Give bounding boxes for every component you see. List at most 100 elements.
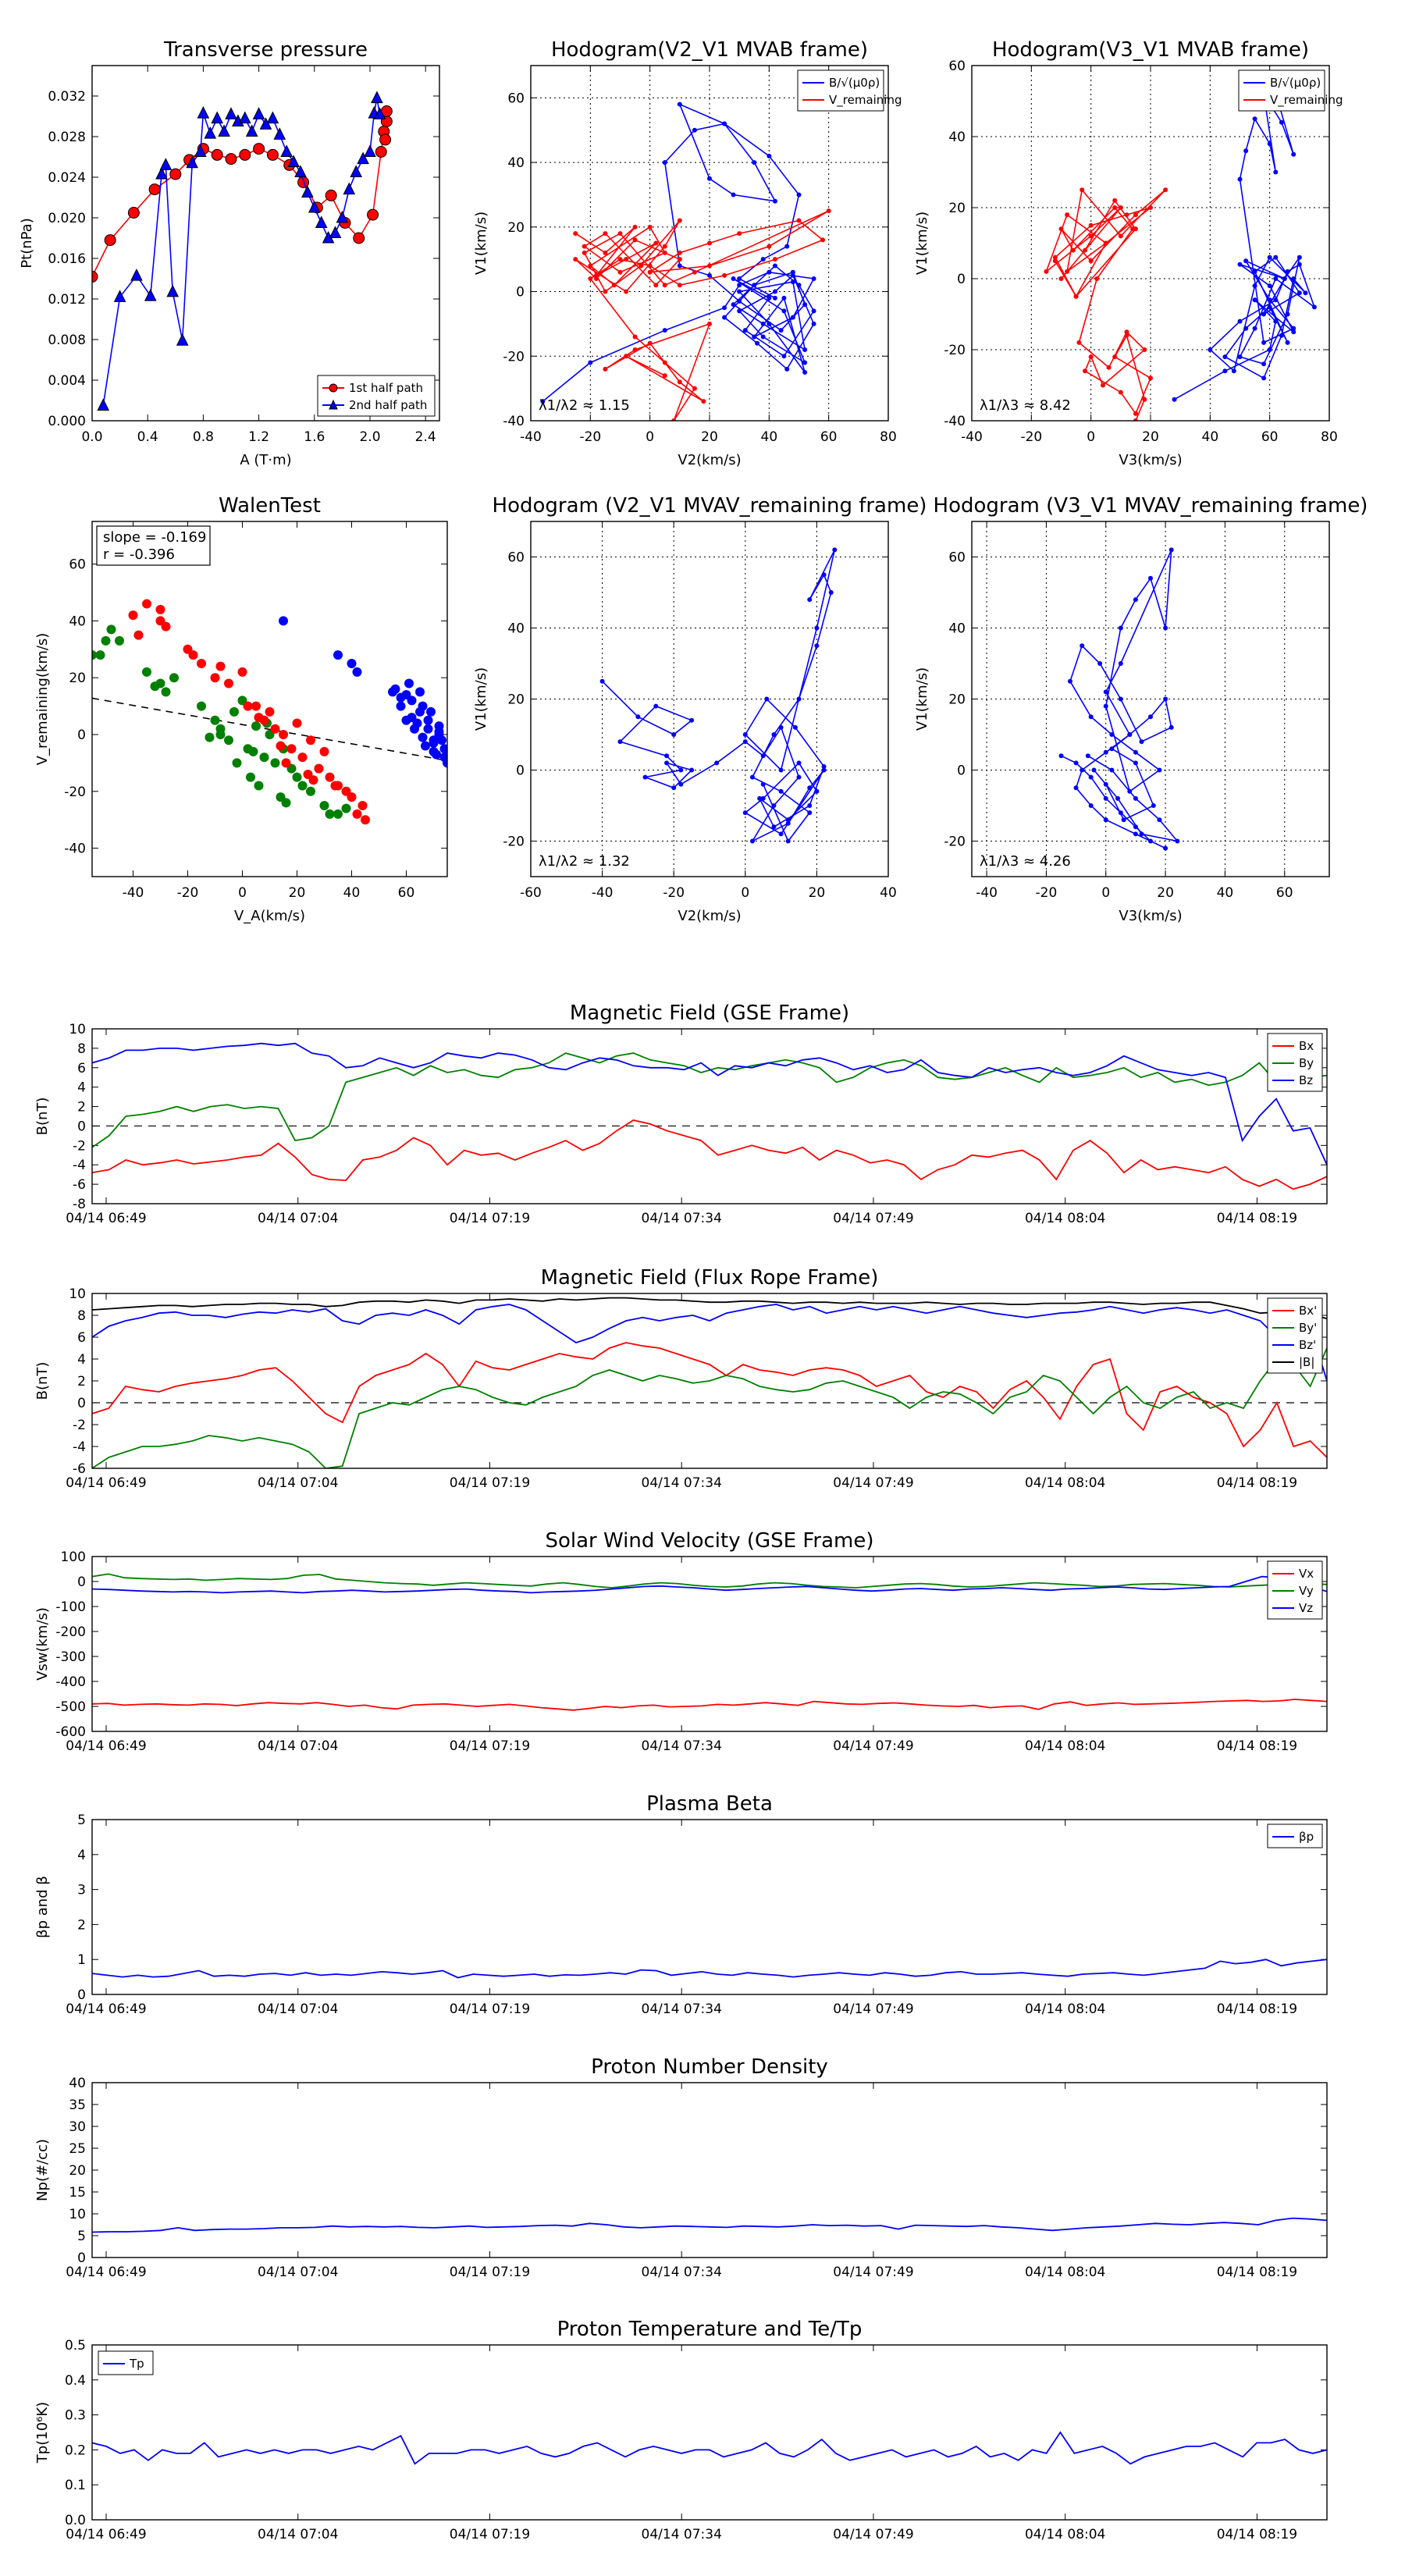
- x-tick-label: 60: [398, 885, 415, 901]
- data-point: [647, 263, 653, 269]
- data-point: [423, 724, 433, 734]
- series-b-0--line: [1174, 71, 1316, 400]
- legend-label: |B|: [1299, 1355, 1314, 1369]
- data-point: [1148, 575, 1153, 581]
- x-tick-label: 0: [646, 429, 654, 445]
- axes-frame: [91, 521, 448, 877]
- data-point: [757, 795, 763, 801]
- y-tick-label: 5: [77, 1813, 86, 1828]
- y-tick-label: 40: [507, 621, 525, 637]
- y-tick-label: -4: [73, 1439, 86, 1455]
- y-axis-label: V1(km/s): [473, 667, 489, 731]
- series--p-line: [92, 1959, 1327, 1979]
- y-tick-label: 60: [507, 91, 525, 106]
- x-tick-label: 60: [1276, 885, 1293, 901]
- y-tick-label: 0.008: [48, 333, 86, 348]
- data-point: [588, 263, 593, 269]
- x-tick-label: 04/14 07:49: [833, 1738, 913, 1754]
- data-point: [367, 208, 379, 221]
- data-point: [1067, 678, 1072, 684]
- plot-area: [92, 91, 393, 411]
- legend: Bx' By' Bz' |B|: [1267, 1297, 1323, 1374]
- data-point: [1163, 845, 1168, 851]
- legend-label: Tp: [129, 2357, 144, 2371]
- axes-frame: [91, 1819, 1328, 1995]
- legend-label: 1st half path: [349, 381, 423, 395]
- data-point: [197, 659, 206, 668]
- data-point: [821, 572, 827, 578]
- x-tick-label: 04/14 07:49: [833, 2265, 913, 2280]
- legend-marker: [329, 383, 338, 393]
- data-point: [662, 160, 667, 165]
- data-point: [821, 763, 827, 769]
- data-point: [197, 701, 206, 711]
- data-point: [1231, 368, 1236, 374]
- x-tick-label: -40: [123, 885, 144, 901]
- chart-bfr: Magnetic Field (Flux Rope Frame) -6 -4 -2 0 2…: [34, 1266, 1328, 1491]
- data-point: [1112, 354, 1118, 360]
- chart-title: Proton Temperature and Te/Tp: [557, 2318, 863, 2341]
- data-point: [785, 820, 791, 826]
- chart-title: Solar Wind Velocity (GSE Frame): [545, 1529, 873, 1553]
- legend: 1st half path 2nd half path: [317, 375, 436, 417]
- data-point: [229, 706, 239, 717]
- data-point: [760, 257, 766, 262]
- data-point: [92, 270, 98, 283]
- data-point: [802, 302, 808, 308]
- data-point: [760, 753, 766, 759]
- x-tick-label: -20: [1036, 885, 1058, 901]
- y-tick-label: 60: [69, 557, 86, 573]
- data-point: [437, 735, 446, 745]
- data-point: [1058, 276, 1064, 281]
- data-point: [1163, 625, 1168, 631]
- data-point: [215, 661, 226, 671]
- series-bx--line: [92, 1342, 1327, 1458]
- data-point: [767, 153, 772, 158]
- y-tick-label: 0.1: [65, 2478, 86, 2493]
- data-point: [210, 673, 220, 683]
- data-point: [707, 272, 712, 278]
- data-point: [1261, 311, 1267, 317]
- data-point: [677, 250, 682, 255]
- data-point: [211, 111, 224, 124]
- data-point: [1252, 326, 1257, 331]
- y-tick-label: 0: [957, 272, 966, 287]
- x-tick-label: 40: [761, 429, 778, 445]
- legend-label: By: [1299, 1056, 1314, 1070]
- data-point: [95, 650, 105, 660]
- data-point: [259, 753, 269, 763]
- x-tick-label: 04/14 07:04: [258, 2527, 338, 2542]
- data-point: [1168, 724, 1174, 730]
- data-point: [811, 321, 816, 326]
- data-point: [379, 133, 392, 146]
- data-point: [1139, 739, 1144, 745]
- data-point: [115, 635, 124, 646]
- data-point: [653, 283, 659, 288]
- data-point: [273, 127, 286, 140]
- data-point: [1088, 222, 1094, 228]
- x-tick-label: 04/14 07:34: [642, 2265, 722, 2280]
- data-point: [224, 678, 233, 688]
- data-point: [677, 263, 682, 269]
- data-point: [767, 269, 772, 275]
- data-point: [1118, 205, 1123, 210]
- y-tick-label: 6: [77, 1061, 86, 1076]
- data-point: [653, 703, 659, 709]
- y-axis-label: βp and β: [34, 1876, 51, 1938]
- data-point: [593, 276, 599, 281]
- data-point: [807, 597, 813, 603]
- y-tick-label: 2: [77, 1374, 86, 1389]
- data-point: [292, 718, 302, 728]
- legend-label: B/√(μ0ρ): [829, 76, 880, 90]
- x-tick-label: 04/14 07:04: [258, 1211, 338, 1226]
- y-tick-label: 15: [69, 2185, 86, 2201]
- data-point: [1252, 269, 1257, 274]
- y-tick-label: -20: [64, 785, 86, 800]
- data-point: [1097, 661, 1103, 666]
- data-point: [1252, 116, 1257, 122]
- data-point: [588, 276, 593, 281]
- y-tick-label: 35: [69, 2097, 86, 2113]
- x-tick-label: 04/14 07:49: [833, 1211, 913, 1226]
- data-point: [1157, 817, 1162, 823]
- y-tick-label: 0: [77, 1119, 86, 1134]
